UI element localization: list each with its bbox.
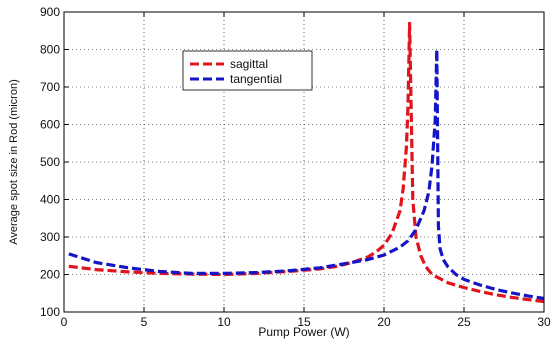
x-tick-label: 15 (297, 315, 311, 329)
y-tick-label: 700 (40, 80, 60, 94)
x-tick-label: 0 (61, 315, 68, 329)
y-tick-label: 200 (40, 268, 60, 282)
x-tick-label: 20 (377, 315, 391, 329)
series-line-tangential (68, 47, 545, 301)
axis-ticks: 0 5 10 15 20 25 30 100 200 300 400 500 600 700 800 900 (40, 5, 551, 329)
y-tick-label: 400 (40, 193, 60, 207)
y-tick-label: 900 (40, 5, 60, 19)
x-tick-label: 10 (217, 315, 231, 329)
y-tick-label: 500 (40, 155, 60, 169)
y-tick-label: 800 (40, 43, 60, 57)
legend-box (182, 50, 313, 91)
legend-label-sagittal: sagittal (230, 57, 268, 71)
legend: sagittal tangential (182, 50, 313, 91)
x-tick-label: 25 (457, 315, 471, 329)
x-tick-label: 30 (537, 315, 551, 329)
x-tick-label: 5 (141, 315, 148, 329)
legend-label-tangential: tangential (230, 72, 282, 86)
y-tick-label: 100 (40, 305, 60, 319)
y-tick-label: 300 (40, 230, 60, 244)
grid-lines (64, 12, 544, 312)
series-layer (68, 21, 545, 304)
x-axis-title: Pump Power (W) (258, 325, 349, 339)
y-axis-title: Average spot size in Rod (micron) (8, 79, 20, 244)
y-tick-label: 600 (40, 118, 60, 132)
